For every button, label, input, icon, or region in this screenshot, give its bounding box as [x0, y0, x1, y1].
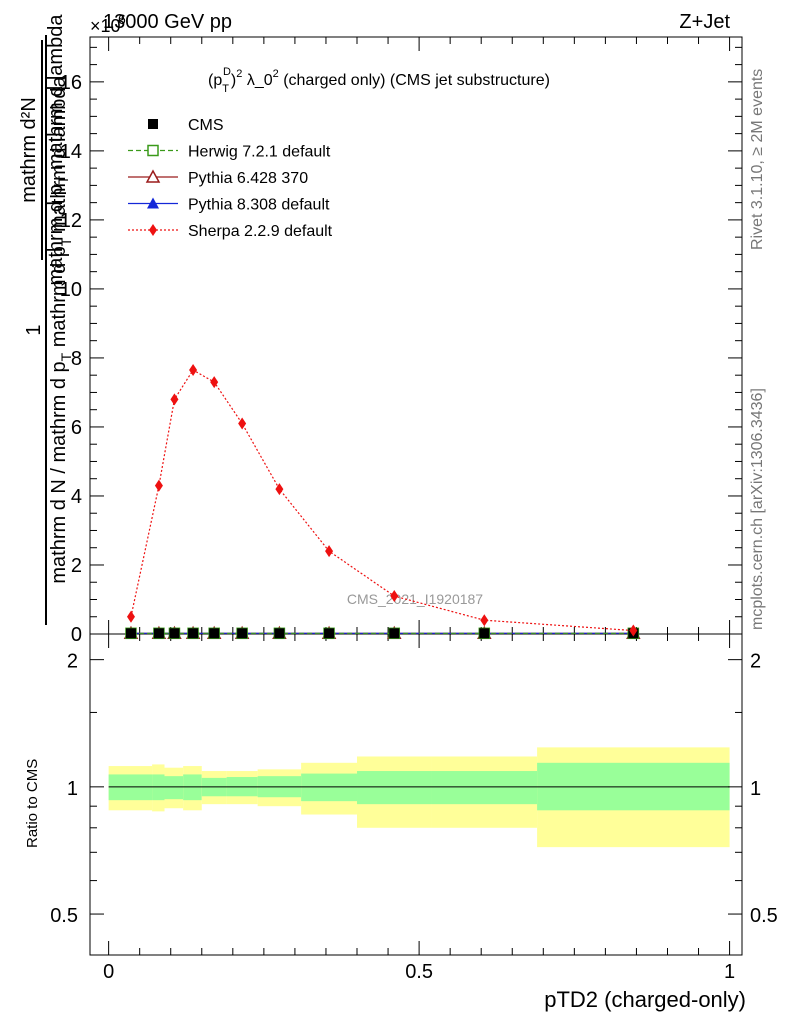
series-sherpa-2-2-9-default [126, 364, 638, 637]
data-point [154, 479, 163, 492]
y-exponent-power: 6 [118, 11, 126, 27]
legend-label: CMS [188, 117, 224, 134]
series-line [130, 369, 634, 632]
y-tick-label: 2 [71, 555, 82, 577]
y-tick-label: 14 [60, 141, 82, 163]
data-point [480, 614, 489, 627]
x-axis-label: pTD2 (charged-only) [544, 987, 746, 1012]
legend-entry: Herwig 7.2.1 default [128, 144, 331, 161]
header-process: Z+Jet [679, 11, 730, 33]
data-point [325, 545, 334, 558]
legend-marker [149, 224, 157, 236]
ratio-stat-band [164, 776, 184, 800]
y-axis-label: 1 mathrm d N / mathrm d pT mathrm d pT m… [23, 35, 74, 625]
plot-title: (pTD)2 λ_02 (charged only) (CMS jet subs… [208, 66, 550, 95]
ratio-y-tick-label: 1 [67, 778, 78, 800]
legend-label: Pythia 6.428 370 [188, 170, 308, 187]
side-rivet-label: Rivet 3.1.10, ≥ 2M events [749, 69, 766, 250]
data-point [125, 628, 136, 639]
legend: CMS Herwig 7.2.1 default Pythia 6.428 370 P… [128, 117, 333, 240]
ratio-stat-band [357, 771, 432, 805]
y-label-top-denominator: mathrm d pT mathrm d lambda [45, 14, 71, 286]
data-point [188, 628, 199, 639]
ratio-stat-band [301, 773, 358, 802]
series-layer [123, 364, 641, 640]
data-point [274, 628, 285, 639]
ratio-y-tick-label-right: 2 [750, 651, 761, 673]
header-energy: 13000 GeV pp [103, 11, 232, 33]
legend-marker [148, 119, 158, 129]
ratio-y-tick-label: 2 [67, 651, 78, 673]
data-point [237, 628, 248, 639]
data-point [390, 590, 399, 603]
y-tick-label: 10 [60, 279, 82, 301]
legend-entry: Sherpa 2.2.9 default [128, 223, 333, 240]
ratio-stat-band [431, 771, 538, 805]
legend-marker [145, 169, 161, 183]
legend-marker [147, 144, 159, 157]
data-point [153, 628, 164, 639]
watermark: CMS_2021_I1920187 [347, 591, 483, 607]
y-tick-label: 12 [60, 210, 82, 232]
y-axis-label-top: mathrm d²N mathrm d pT mathrm d lambda [18, 14, 71, 286]
main-axes: 0 2 4 6 8 10 12 14 16 [60, 36, 743, 646]
y-label-one: 1 [23, 324, 45, 335]
y-tick-label: 8 [71, 348, 82, 370]
data-point [209, 628, 220, 639]
y-label-denominator: mathrm d N / mathrm d pT mathrm d pT mat… [48, 75, 74, 583]
y-tick-label: 4 [71, 486, 82, 508]
data-point [389, 628, 400, 639]
data-point [479, 628, 490, 639]
legend-entry: CMS [148, 117, 224, 134]
legend-label: Pythia 8.308 default [188, 197, 330, 214]
y-exponent: ×10 [90, 16, 121, 36]
ratio-y-tick-label: 0.5 [50, 905, 78, 927]
side-mcplots-label: mcplots.cern.ch [arXiv:1306.3436] [749, 388, 766, 630]
ratio-plot-frame [89, 633, 743, 956]
y-label-numerator: mathrm d²N [18, 97, 40, 203]
ratio-y-tick-label-right: 0.5 [750, 905, 778, 927]
data-point [275, 483, 284, 496]
data-point [170, 393, 179, 406]
data-point [189, 364, 198, 377]
ratio-axes: 0.5 0.5 1 1 2 2 0 0.5 1 [50, 633, 778, 983]
legend-marker [147, 197, 159, 209]
ratio-y-tick-label-right: 1 [750, 778, 761, 800]
y-tick-label: 0 [71, 624, 82, 646]
data-point [238, 417, 247, 430]
legend-entry: Pythia 6.428 370 [128, 169, 308, 187]
legend-entry: Pythia 8.308 default [128, 197, 330, 214]
legend-label: Herwig 7.2.1 default [188, 144, 331, 161]
ratio-y-label: Ratio to CMS [24, 759, 41, 848]
data-point [629, 624, 638, 637]
y-tick-label: 6 [71, 417, 82, 439]
x-tick-label: 0 [103, 961, 114, 983]
legend-label: Sherpa 2.2.9 default [188, 223, 333, 240]
x-tick-label: 0.5 [405, 961, 433, 983]
data-point [126, 610, 135, 623]
data-point [169, 628, 180, 639]
ratio-bands [108, 747, 730, 848]
x-tick-label: 1 [724, 961, 735, 983]
data-point [324, 628, 335, 639]
y-tick-label: 16 [60, 72, 82, 94]
data-point [210, 376, 219, 389]
